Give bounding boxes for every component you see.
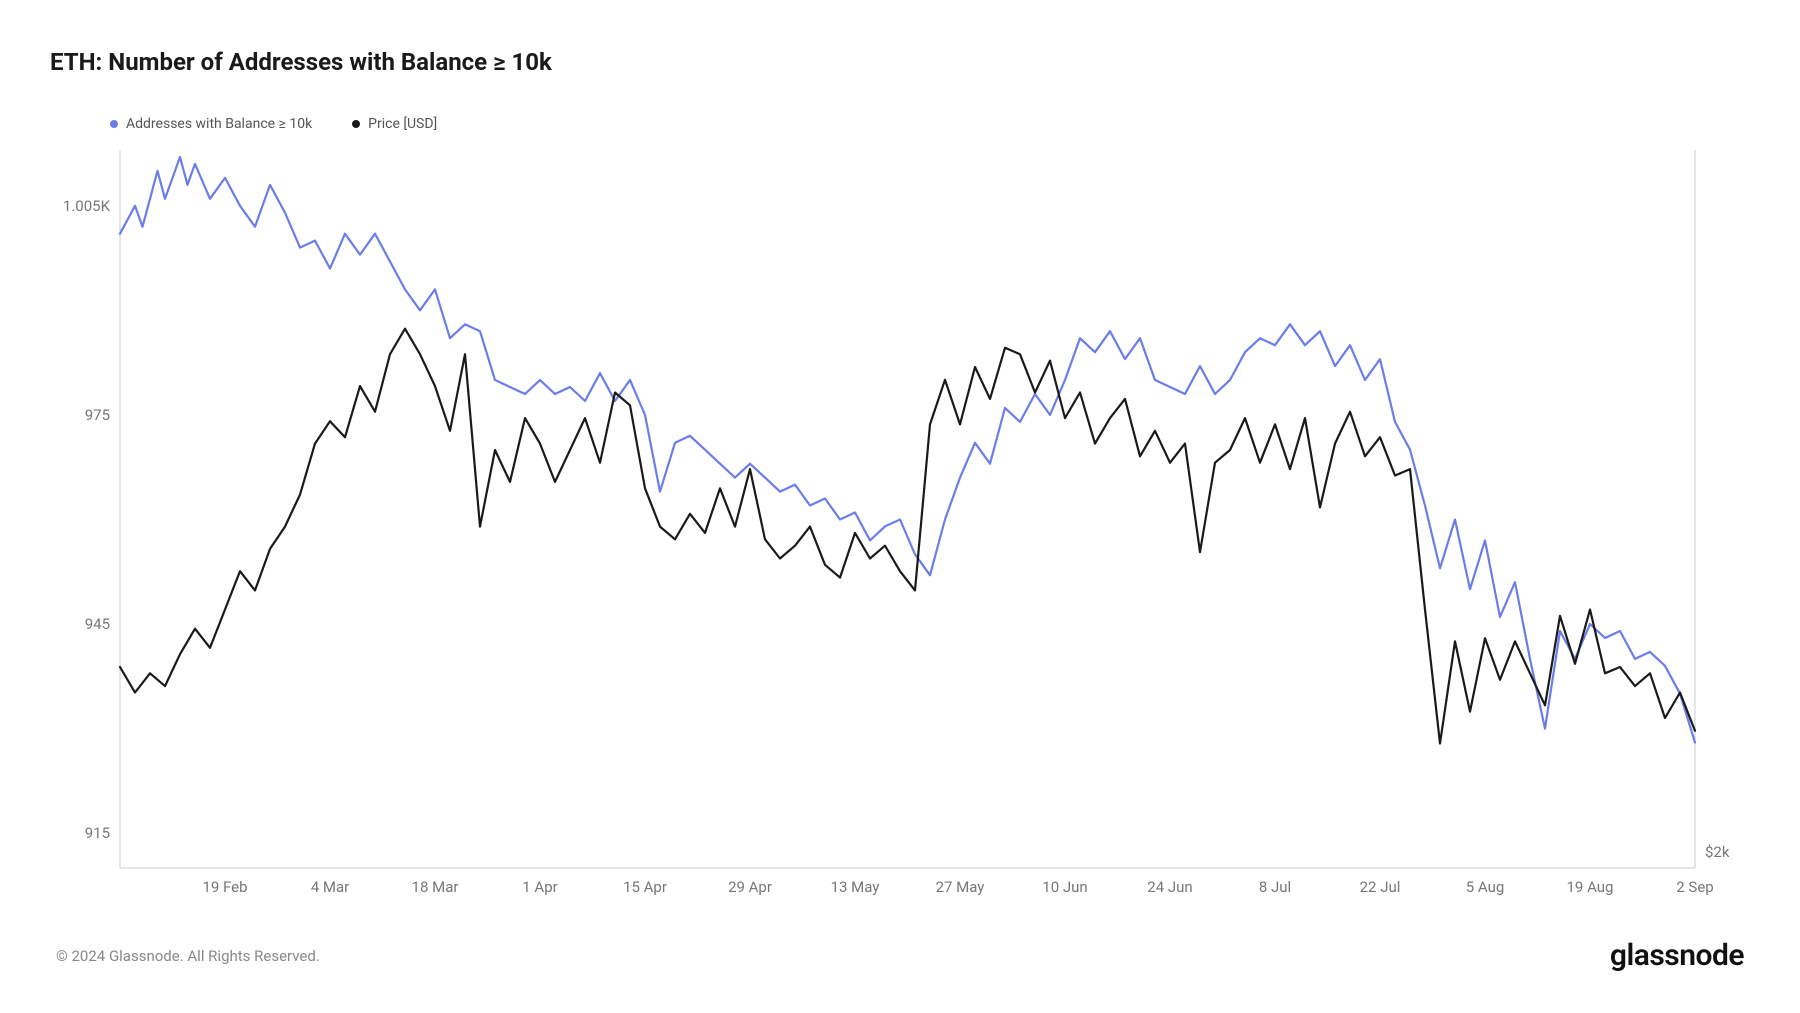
svg-text:10 Jun: 10 Jun xyxy=(1042,878,1087,896)
svg-text:915: 915 xyxy=(85,824,110,842)
svg-text:15 Apr: 15 Apr xyxy=(623,878,667,896)
chart-plot-area: 915 945 975 1.005K $2k 19 Feb 4 Mar 18 Mar 1 Apr… xyxy=(50,140,1750,908)
legend-item-addresses[interactable]: Addresses with Balance ≥ 10k xyxy=(110,116,312,132)
svg-text:29 Apr: 29 Apr xyxy=(728,878,772,896)
brand-logo: glassnode xyxy=(1610,938,1744,973)
svg-text:19 Feb: 19 Feb xyxy=(202,878,247,896)
line-chart-svg[interactable]: 915 945 975 1.005K $2k 19 Feb 4 Mar 18 Mar 1 Apr… xyxy=(50,140,1750,908)
svg-text:4 Mar: 4 Mar xyxy=(311,878,350,896)
legend-dot-1 xyxy=(110,120,118,128)
svg-text:18 Mar: 18 Mar xyxy=(412,878,459,896)
svg-text:24 Jun: 24 Jun xyxy=(1147,878,1192,896)
svg-text:1.005K: 1.005K xyxy=(63,197,111,215)
svg-text:13 May: 13 May xyxy=(831,878,880,896)
chart-title: ETH: Number of Addresses with Balance ≥ … xyxy=(50,48,1750,76)
svg-text:$2k: $2k xyxy=(1705,843,1730,861)
svg-text:2 Sep: 2 Sep xyxy=(1676,878,1713,896)
legend: Addresses with Balance ≥ 10k Price [USD] xyxy=(110,116,1750,132)
svg-text:5 Aug: 5 Aug xyxy=(1466,878,1505,896)
svg-text:945: 945 xyxy=(85,615,110,633)
svg-text:19 Aug: 19 Aug xyxy=(1567,878,1614,896)
svg-text:8 Jul: 8 Jul xyxy=(1259,878,1291,896)
copyright-text: © 2024 Glassnode. All Rights Reserved. xyxy=(56,947,320,965)
legend-label-2: Price [USD] xyxy=(368,116,437,132)
chart-container: ETH: Number of Addresses with Balance ≥ … xyxy=(0,0,1800,1013)
svg-text:27 May: 27 May xyxy=(936,878,985,896)
legend-label-1: Addresses with Balance ≥ 10k xyxy=(126,116,312,132)
legend-dot-2 xyxy=(352,120,360,128)
svg-text:975: 975 xyxy=(85,406,110,424)
legend-item-price[interactable]: Price [USD] xyxy=(352,116,437,132)
svg-text:22 Jul: 22 Jul xyxy=(1360,878,1401,896)
footer: © 2024 Glassnode. All Rights Reserved. g… xyxy=(50,938,1750,973)
svg-text:1 Apr: 1 Apr xyxy=(522,878,557,896)
